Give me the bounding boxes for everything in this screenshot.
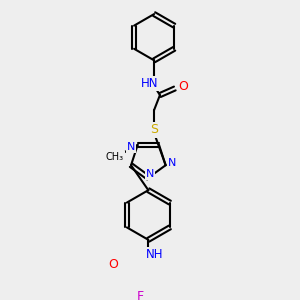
Text: O: O — [178, 80, 188, 93]
Text: N: N — [127, 142, 135, 152]
Text: O: O — [108, 258, 118, 271]
Text: N: N — [168, 158, 176, 168]
Text: NH: NH — [146, 248, 164, 261]
Text: CH₃: CH₃ — [105, 152, 124, 162]
Text: N: N — [146, 169, 154, 178]
Text: S: S — [150, 123, 158, 136]
Text: HN: HN — [141, 77, 159, 90]
Text: F: F — [136, 290, 144, 300]
